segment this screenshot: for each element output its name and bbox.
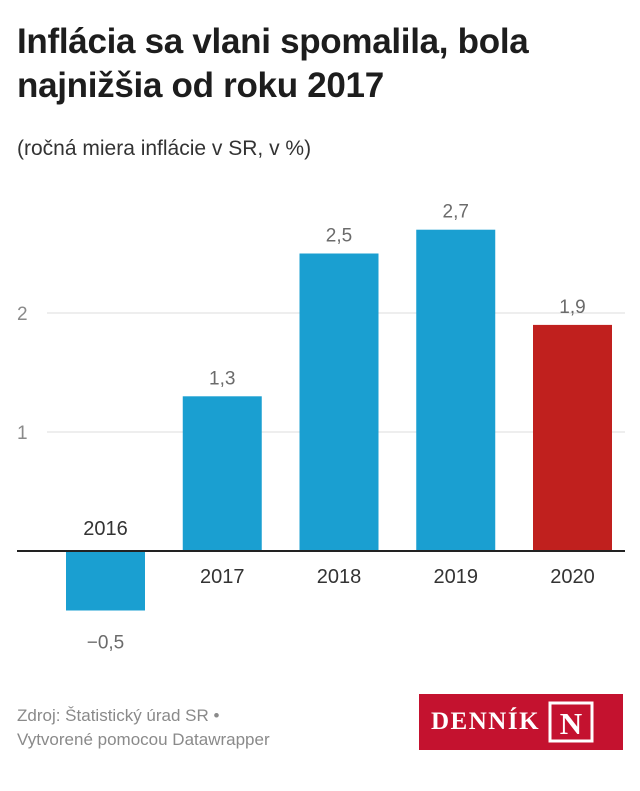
x-tick-label: 2020 <box>550 566 595 588</box>
x-tick-label: 2016 <box>83 518 128 540</box>
bar <box>416 229 496 551</box>
bar-chart: 1 2 −0,5 2016 1,3 2017 2,5 2018 2,7 2019 1,9 2020 <box>17 202 625 654</box>
y-tick-label: 2 <box>17 304 28 325</box>
bar <box>533 324 612 551</box>
logo-wordmark: DENNÍK <box>431 708 541 735</box>
bar <box>182 396 262 551</box>
data-label: 1,9 <box>559 297 585 318</box>
dennik-n-logo: DENNÍK N <box>419 694 623 750</box>
x-tick-label: 2018 <box>317 566 362 588</box>
y-tick-label: 1 <box>17 423 28 444</box>
chart-title: Inflácia sa vlani spomalila, bola najniž… <box>17 22 529 105</box>
chart-subtitle: (ročná miera inflácie v SR, v %) <box>17 137 312 160</box>
x-tick-label: 2019 <box>434 566 479 588</box>
data-label: 1,3 <box>209 368 235 389</box>
bar <box>66 551 145 611</box>
source-line: Zdroj: Štatistický úrad SR • <box>17 706 220 725</box>
credit-line: Vytvorené pomocou Datawrapper <box>17 730 270 749</box>
data-label: −0,5 <box>87 633 125 654</box>
source-note: Zdroj: Štatistický úrad SR • Vytvorené p… <box>17 704 270 752</box>
data-label: 2,5 <box>326 226 352 247</box>
data-label: 2,7 <box>443 202 469 223</box>
bar <box>299 253 379 551</box>
x-tick-label: 2017 <box>200 566 245 588</box>
logo-mark-letter: N <box>560 706 582 741</box>
n-logo-icon: N <box>548 701 594 743</box>
